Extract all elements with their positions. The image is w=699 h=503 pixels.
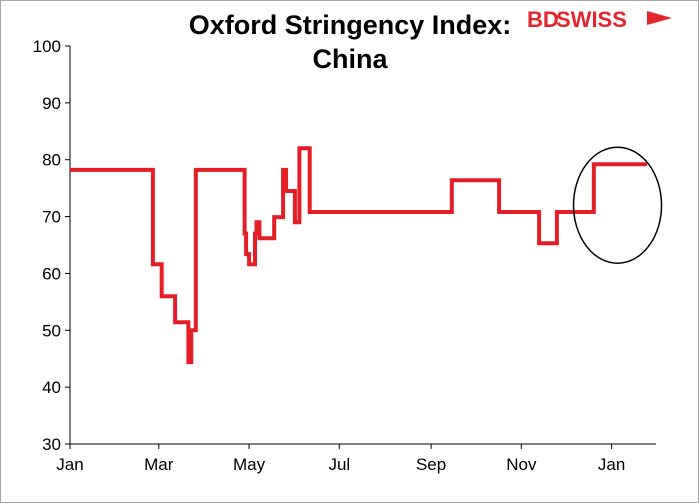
x-tick-label: Jan: [598, 455, 625, 474]
highlight-ellipse: [572, 146, 663, 264]
x-tick-label: Nov: [506, 455, 537, 474]
stringency-series-line: [70, 146, 648, 365]
logo-arrow-icon: [647, 11, 672, 25]
x-tick-label: Jan: [56, 455, 83, 474]
y-tick-label: 80: [42, 151, 61, 170]
y-axis-ticks: 30 40 50 60 70 80 90 100: [33, 37, 70, 454]
x-axis-ticks: Jan Mar May Jul Sep Nov Jan: [56, 444, 625, 474]
chart-subtitle: China: [312, 44, 388, 74]
y-tick-label: 50: [42, 321, 61, 340]
chart-title: Oxford Stringency Index:: [189, 10, 512, 40]
y-tick-label: 40: [42, 378, 61, 397]
annotation-group: [572, 146, 663, 264]
x-tick-label: Mar: [144, 455, 174, 474]
x-tick-label: Jul: [328, 455, 350, 474]
x-tick-label: May: [233, 455, 266, 474]
series-group: [70, 146, 648, 365]
x-tick-label: Sep: [416, 455, 446, 474]
y-tick-label: 30: [42, 435, 61, 454]
logo-text-swiss: SWISS: [556, 7, 627, 32]
chart-axes: [69, 46, 656, 445]
y-tick-label: 70: [42, 208, 61, 227]
y-tick-label: 60: [42, 264, 61, 283]
y-tick-label: 100: [33, 37, 61, 56]
logo-text-bd: BD: [527, 7, 559, 32]
bdswiss-logo: BD SWISS: [527, 7, 672, 32]
y-tick-label: 90: [42, 94, 61, 113]
